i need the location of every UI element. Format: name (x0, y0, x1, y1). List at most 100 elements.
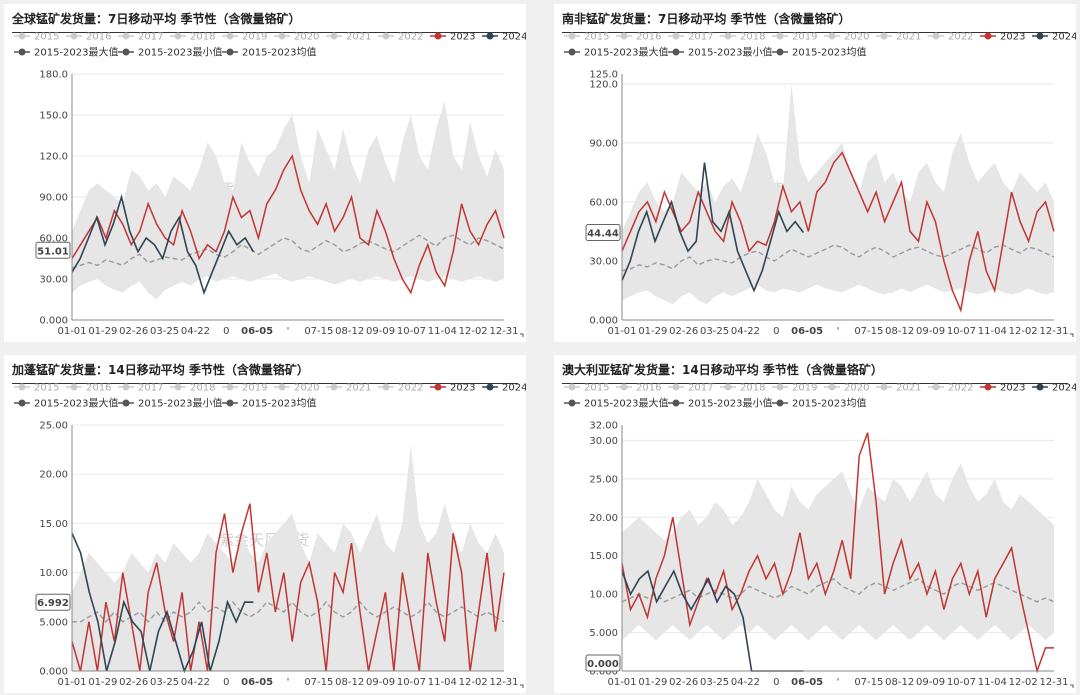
legend-dot (776, 383, 784, 391)
legend-item-stat: 2015-2023最小值 (118, 397, 223, 410)
chart-svg: 2015 2016 2017 2018 2019 2020 2021 2022 2023 2024… (14, 32, 526, 337)
legend-item-2020: 2020 (824, 383, 869, 394)
legend-dot (434, 383, 442, 391)
legend-dot (278, 32, 286, 40)
series-2023-line (621, 432, 1054, 674)
x-tick-label: 10-07 (397, 326, 426, 337)
legend-dot (880, 383, 888, 391)
legend-item-2017: 2017 (668, 32, 713, 43)
y-tick-label: 20.00 (39, 470, 68, 481)
x-tick-label: 02-26 (669, 326, 698, 337)
legend-label: 2015-2023均值 (242, 46, 317, 59)
series-avg-line (621, 577, 1055, 603)
legend-dot (1036, 383, 1044, 391)
y-pointer-box (35, 593, 71, 611)
x-tick-label: 12-02 (459, 326, 488, 337)
x-tick-label: 06-05 (241, 326, 273, 337)
legend-label: 2022 (398, 32, 423, 43)
legend-item-stat: 2015-2023最大值 (564, 46, 669, 59)
y-tick-label: 25.00 (589, 474, 618, 485)
resize-corner-icon (1070, 684, 1074, 688)
legend-label: 2016 (636, 32, 661, 43)
legend-dot (330, 32, 338, 40)
legend-dot (122, 32, 130, 40)
legend-item-2018: 2018 (720, 32, 765, 43)
legend-dot (568, 399, 576, 407)
legend-label: 2015-2023均值 (792, 46, 867, 59)
series-2023-line (621, 151, 1055, 313)
legend-item-2017: 2017 (118, 32, 163, 43)
legend-label: 2018 (190, 32, 215, 43)
y-tick-label: 125.0 (589, 70, 618, 81)
legend-dot (984, 32, 992, 40)
legend-item-stat: 2015-2023最小值 (668, 397, 773, 410)
legend-label: 2016 (636, 383, 661, 394)
y-tick-label: 5.000 (39, 617, 68, 628)
legend-item-2023: 2023 (980, 32, 1025, 43)
legend-dot (382, 383, 390, 391)
y-tick-label: 5.000 (589, 628, 618, 639)
legend-label: 2015-2023最大值 (584, 397, 669, 410)
legend-label: 2023 (450, 383, 475, 394)
y-pointer-value: 44.44 (587, 229, 619, 240)
y-tick-label: 120.0 (39, 152, 68, 163)
legend-label: 2019 (242, 32, 267, 43)
series-avg-line (71, 234, 505, 269)
x-tick-label: 03-25 (700, 326, 729, 337)
series-range-band (622, 83, 1054, 305)
legend-item-2016: 2016 (616, 32, 661, 43)
y-tick-label: 90.00 (39, 193, 68, 204)
y-pointer-value: 0.000 (587, 659, 619, 670)
legend-item-2019: 2019 (772, 32, 817, 43)
legend-label: 2021 (896, 32, 921, 43)
legend-item-stat: 2015-2023均值 (772, 397, 867, 410)
y-tick-label: 120.0 (589, 79, 618, 90)
legend-dot (226, 383, 234, 391)
x-tick-label: 01-01 (57, 677, 86, 688)
legend-label: 2016 (86, 383, 111, 394)
legend-dot (278, 383, 286, 391)
legend-label: 2024 (1052, 383, 1076, 394)
legend-dot (568, 383, 576, 391)
legend-label: 2021 (896, 383, 921, 394)
legend-item-2024: 2024 (1032, 32, 1076, 43)
x-tick-label: ' (837, 326, 840, 337)
resize-corner-icon (1070, 333, 1074, 337)
legend-label: 2015-2023最大值 (584, 46, 669, 59)
legend-label: 2021 (346, 32, 371, 43)
legend-item-2016: 2016 (616, 383, 661, 394)
legend-item-2018: 2018 (170, 383, 215, 394)
legend-label: 2015-2023均值 (242, 397, 317, 410)
legend-label: 2022 (948, 383, 973, 394)
legend-dot (984, 383, 992, 391)
x-tick-label: 07-15 (854, 326, 883, 337)
legend-label: 2015-2023均值 (792, 397, 867, 410)
x-tick-label: 06-05 (241, 677, 273, 688)
y-tick-label: 150.0 (39, 111, 68, 122)
x-tick-label: 07-15 (854, 677, 883, 688)
chart-svg: 2015 2016 2017 2018 2019 2020 2021 2022 2023 2024… (14, 383, 526, 688)
legend-label: 2020 (294, 32, 319, 43)
legend-label: 2024 (502, 32, 526, 43)
x-tick-label: 03-25 (150, 326, 179, 337)
x-tick-label: 04-22 (181, 326, 210, 337)
x-tick-label: 01-29 (88, 677, 117, 688)
chart-panel-australia: 澳大利亚锰矿发货量：14日移动平均 季节性（含微量铬矿） 2015 2016 201… (554, 355, 1076, 693)
series-range-band (72, 101, 504, 300)
legend-label: 2019 (242, 383, 267, 394)
legend-dot (122, 383, 130, 391)
legend-item-2021: 2021 (876, 383, 921, 394)
legend-item-2020: 2020 (274, 383, 319, 394)
chart-title: 南非锰矿发货量：7日移动平均 季节性（含微量铬矿） (562, 10, 1068, 33)
legend-dot (724, 383, 732, 391)
legend-item-2023: 2023 (430, 383, 475, 394)
chart-svg: 2015 2016 2017 2018 2019 2020 2021 2022 2023 2024… (564, 32, 1076, 337)
legend-item-stat: 2015-2023最小值 (118, 46, 223, 59)
legend-dot (226, 48, 234, 56)
legend-label: 2015 (34, 32, 59, 43)
x-tick-label: 04-22 (181, 677, 210, 688)
legend-label: 2020 (844, 383, 869, 394)
legend-item-2019: 2019 (772, 383, 817, 394)
legend-item-2024: 2024 (482, 32, 526, 43)
